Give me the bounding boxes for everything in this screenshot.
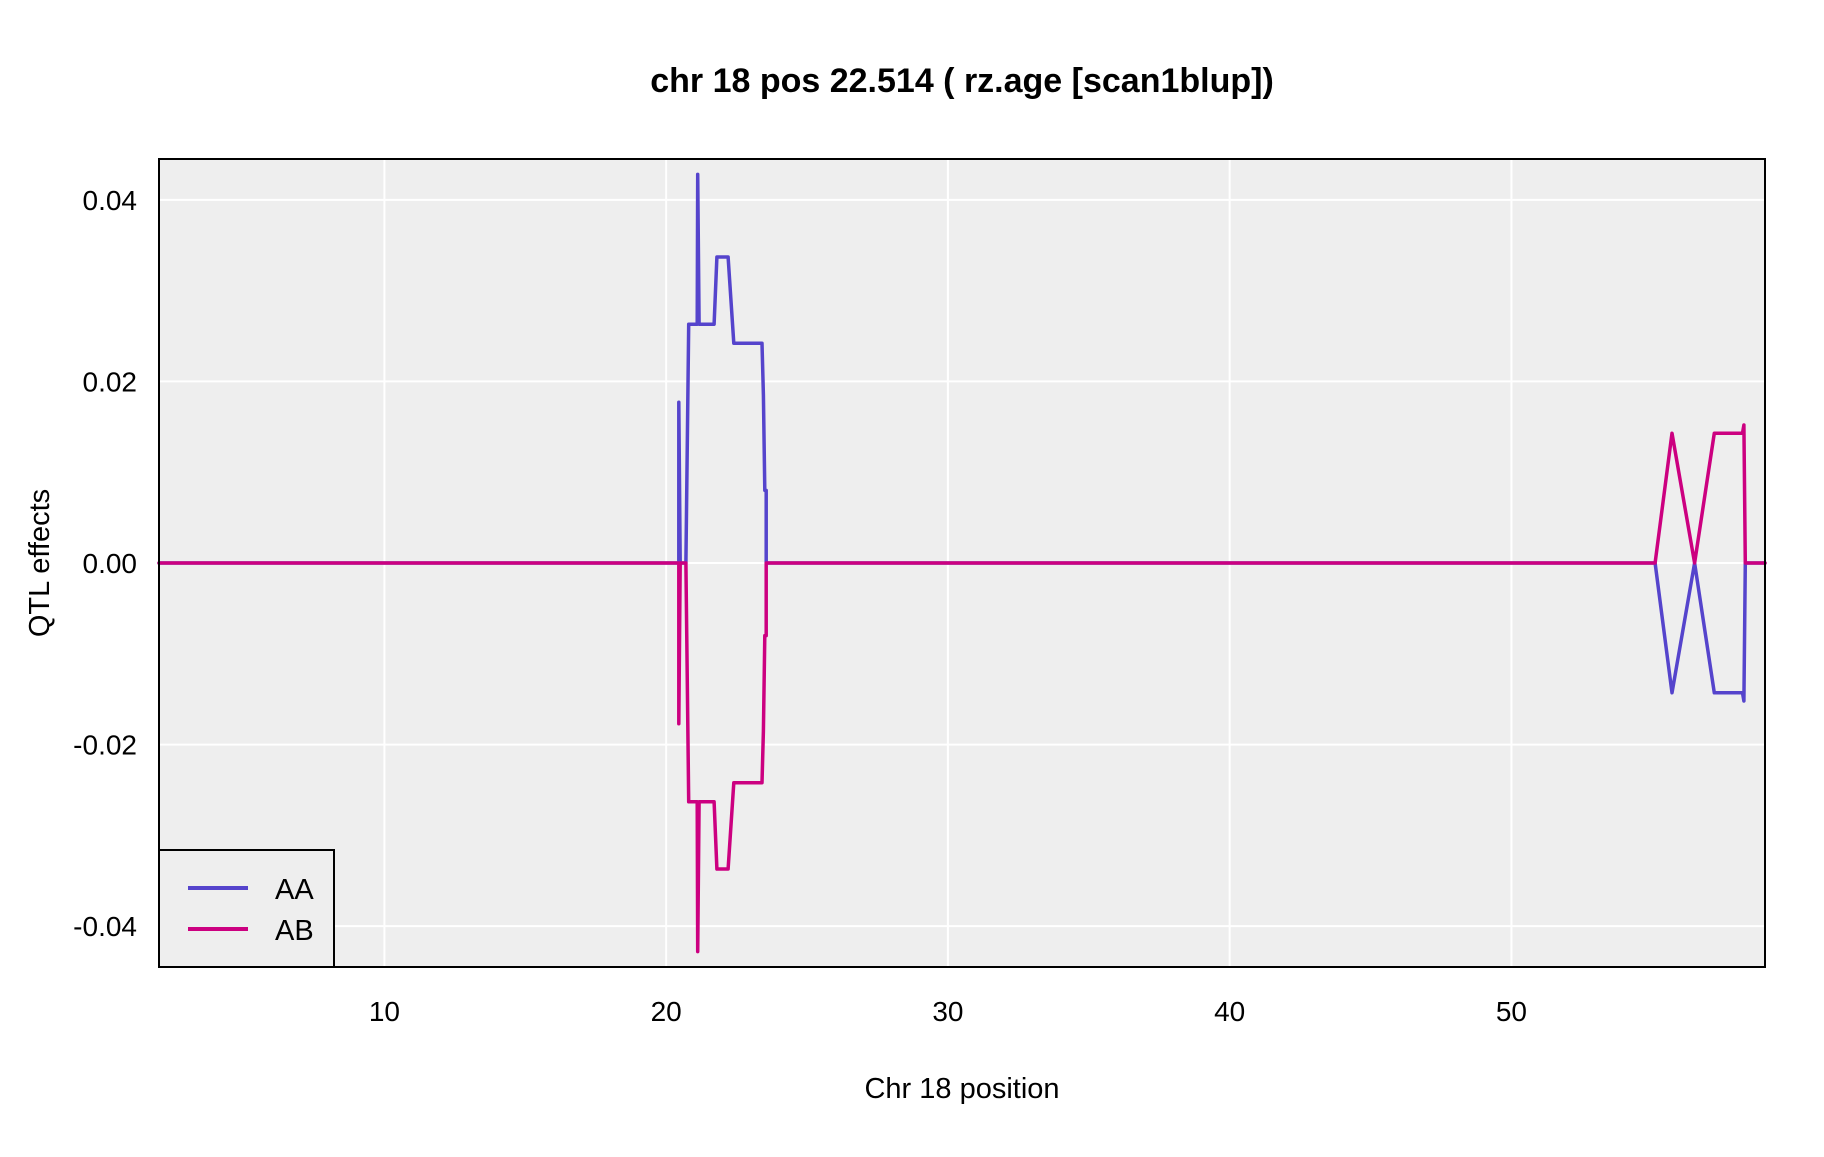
y-tick-label--0.04: -0.04: [73, 911, 137, 942]
y-axis-label: QTL effects: [24, 489, 56, 637]
x-tick-label-10: 10: [369, 996, 400, 1027]
series-line-ab: [157, 423, 1767, 954]
y-tick-label-0.00: 0.00: [83, 548, 138, 579]
y-tick-label-0.04: 0.04: [83, 185, 138, 216]
y-tick-label--0.02: -0.02: [73, 730, 137, 761]
y-axis-ticks: 0.04 0.02 0.00 -0.02 -0.04: [73, 185, 137, 942]
legend-label-ab: AB: [275, 915, 314, 947]
x-tick-label-30: 30: [932, 996, 963, 1027]
x-tick-label-40: 40: [1214, 996, 1245, 1027]
plot-frame: [158, 158, 1766, 968]
x-tick-label-20: 20: [651, 996, 682, 1027]
legend-box: [158, 849, 335, 968]
x-tick-label-50: 50: [1496, 996, 1527, 1027]
chart-title: chr 18 pos 22.514 ( rz.age [scan1blup]): [650, 62, 1274, 100]
y-tick-label-0.02: 0.02: [83, 366, 138, 397]
legend-label-aa: AA: [275, 874, 314, 906]
x-axis-label: Chr 18 position: [864, 1073, 1059, 1105]
x-axis-ticks: 10 20 30 40 50: [369, 996, 1527, 1027]
legend: AA AB: [158, 849, 335, 968]
series-line-aa: [157, 172, 1767, 703]
series-lines: [157, 172, 1767, 954]
